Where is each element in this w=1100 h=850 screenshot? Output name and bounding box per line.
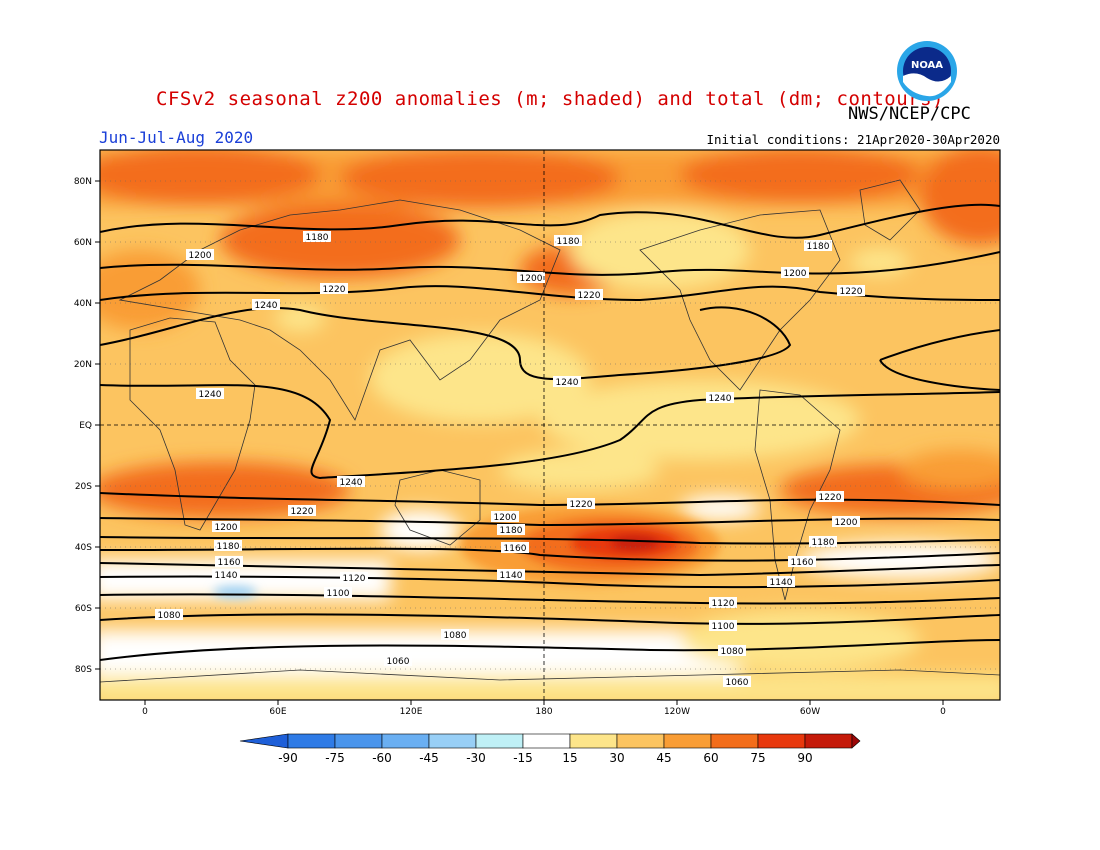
colorbar-tick-label: -45 [419, 751, 439, 765]
lat-label: 40N [74, 299, 92, 309]
svg-text:1140: 1140 [770, 578, 793, 588]
lat-label: 20N [74, 360, 92, 370]
colorbar-tick-label: 15 [562, 751, 577, 765]
svg-text:1160: 1160 [504, 544, 527, 554]
svg-text:1160: 1160 [791, 558, 814, 568]
svg-text:1100: 1100 [327, 589, 350, 599]
colorbar: -90 -75 -60 -45 -30 -15 15 30 45 60 75 90 [239, 733, 861, 765]
colorbar-bin [663, 733, 712, 749]
lat-label: 40S [75, 543, 92, 553]
svg-text:1120: 1120 [712, 599, 735, 609]
svg-text:1220: 1220 [570, 500, 593, 510]
svg-text:1200: 1200 [784, 269, 807, 279]
lon-label: 120E [400, 707, 423, 717]
svg-text:1160: 1160 [218, 558, 241, 568]
svg-text:1200: 1200 [520, 274, 543, 284]
svg-text:1220: 1220 [291, 507, 314, 517]
svg-text:1220: 1220 [819, 493, 842, 503]
svg-text:1080: 1080 [444, 631, 467, 641]
svg-text:1200: 1200 [835, 518, 858, 528]
colorbar-bin [475, 733, 524, 749]
svg-text:1180: 1180 [557, 237, 580, 247]
lon-label: 60E [269, 707, 286, 717]
svg-text:1220: 1220 [840, 287, 863, 297]
lat-label: 80S [75, 665, 92, 675]
colorbar-tick-label: 45 [656, 751, 671, 765]
svg-text:1060: 1060 [726, 678, 749, 688]
svg-text:1180: 1180 [500, 526, 523, 536]
lon-label: 120W [664, 707, 690, 717]
coastlines [100, 179, 1000, 683]
lon-label: 0 [142, 707, 148, 717]
colorbar-tick-label: 90 [797, 751, 812, 765]
colorbar-min-arrow [239, 733, 289, 749]
agency-label: NWS/NCEP/CPC [848, 104, 971, 124]
svg-text:1080: 1080 [721, 647, 744, 657]
svg-text:1240: 1240 [340, 478, 363, 488]
lat-axis: 80N 60N 40N 20N EQ 20S 40S 60S 80S [74, 177, 100, 675]
lat-label: 60S [75, 604, 92, 614]
svg-text:1240: 1240 [255, 301, 278, 311]
colorbar-bin [334, 733, 383, 749]
svg-text:1180: 1180 [306, 233, 329, 243]
colorbar-bin [569, 733, 618, 749]
svg-text:1200: 1200 [494, 513, 517, 523]
colorbar-bin [287, 733, 336, 749]
svg-text:1080: 1080 [158, 611, 181, 621]
colorbar-tick-label: -60 [372, 751, 392, 765]
noaa-logo-icon: NOAA [897, 41, 957, 101]
svg-text:1220: 1220 [323, 285, 346, 295]
lat-label: 60N [74, 238, 92, 248]
colorbar-bin [710, 733, 759, 749]
colorbar-tick-label: 30 [609, 751, 624, 765]
svg-text:1200: 1200 [215, 523, 238, 533]
forecast-period: Jun-Jul-Aug 2020 [99, 128, 254, 147]
svg-text:1180: 1180 [217, 542, 240, 552]
svg-text:1100: 1100 [712, 622, 735, 632]
svg-text:1120: 1120 [343, 574, 366, 584]
lat-label: EQ [79, 421, 92, 431]
colorbar-bin [522, 733, 571, 749]
lat-label: 80N [74, 177, 92, 187]
colorbar-bin [428, 733, 477, 749]
colorbar-bin [616, 733, 665, 749]
lat-label: 20S [75, 482, 92, 492]
svg-text:1140: 1140 [500, 571, 523, 581]
colorbar-tick-label: 75 [750, 751, 765, 765]
lon-label: 0 [940, 707, 946, 717]
svg-text:1140: 1140 [215, 571, 238, 581]
colorbar-bin [757, 733, 806, 749]
svg-text:1200: 1200 [189, 251, 212, 261]
colorbar-max-arrow [851, 733, 861, 749]
colorbar-tick-label: -75 [325, 751, 345, 765]
svg-text:1240: 1240 [199, 390, 222, 400]
lon-label: 60W [800, 707, 820, 717]
contour-labels: 1180 1180 1180 1200 1200 1200 1220 1220 … [155, 231, 865, 688]
lon-label: 180 [535, 707, 552, 717]
map-title: CFSv2 seasonal z200 anomalies (m; shaded… [156, 88, 944, 110]
svg-text:1240: 1240 [709, 394, 732, 404]
colorbar-tick-label: -30 [466, 751, 486, 765]
colorbar-bin [804, 733, 853, 749]
svg-text:1240: 1240 [556, 378, 579, 388]
colorbar-tick-label: 60 [703, 751, 718, 765]
svg-text:1220: 1220 [578, 291, 601, 301]
grid-lines [100, 180, 1000, 670]
svg-text:NOAA: NOAA [911, 60, 943, 71]
colorbar-bin [381, 733, 430, 749]
lon-axis: 0 60E 120E 180 120W 60W 0 [142, 700, 946, 717]
colorbar-tick-label: -15 [513, 751, 533, 765]
colorbar-tick-label: -90 [278, 751, 298, 765]
initial-conditions: Initial conditions: 21Apr2020-30Apr2020 [706, 132, 1001, 147]
anomaly-shading [100, 150, 1000, 700]
svg-text:1060: 1060 [387, 657, 410, 667]
svg-text:1180: 1180 [812, 538, 835, 548]
svg-text:1180: 1180 [807, 242, 830, 252]
